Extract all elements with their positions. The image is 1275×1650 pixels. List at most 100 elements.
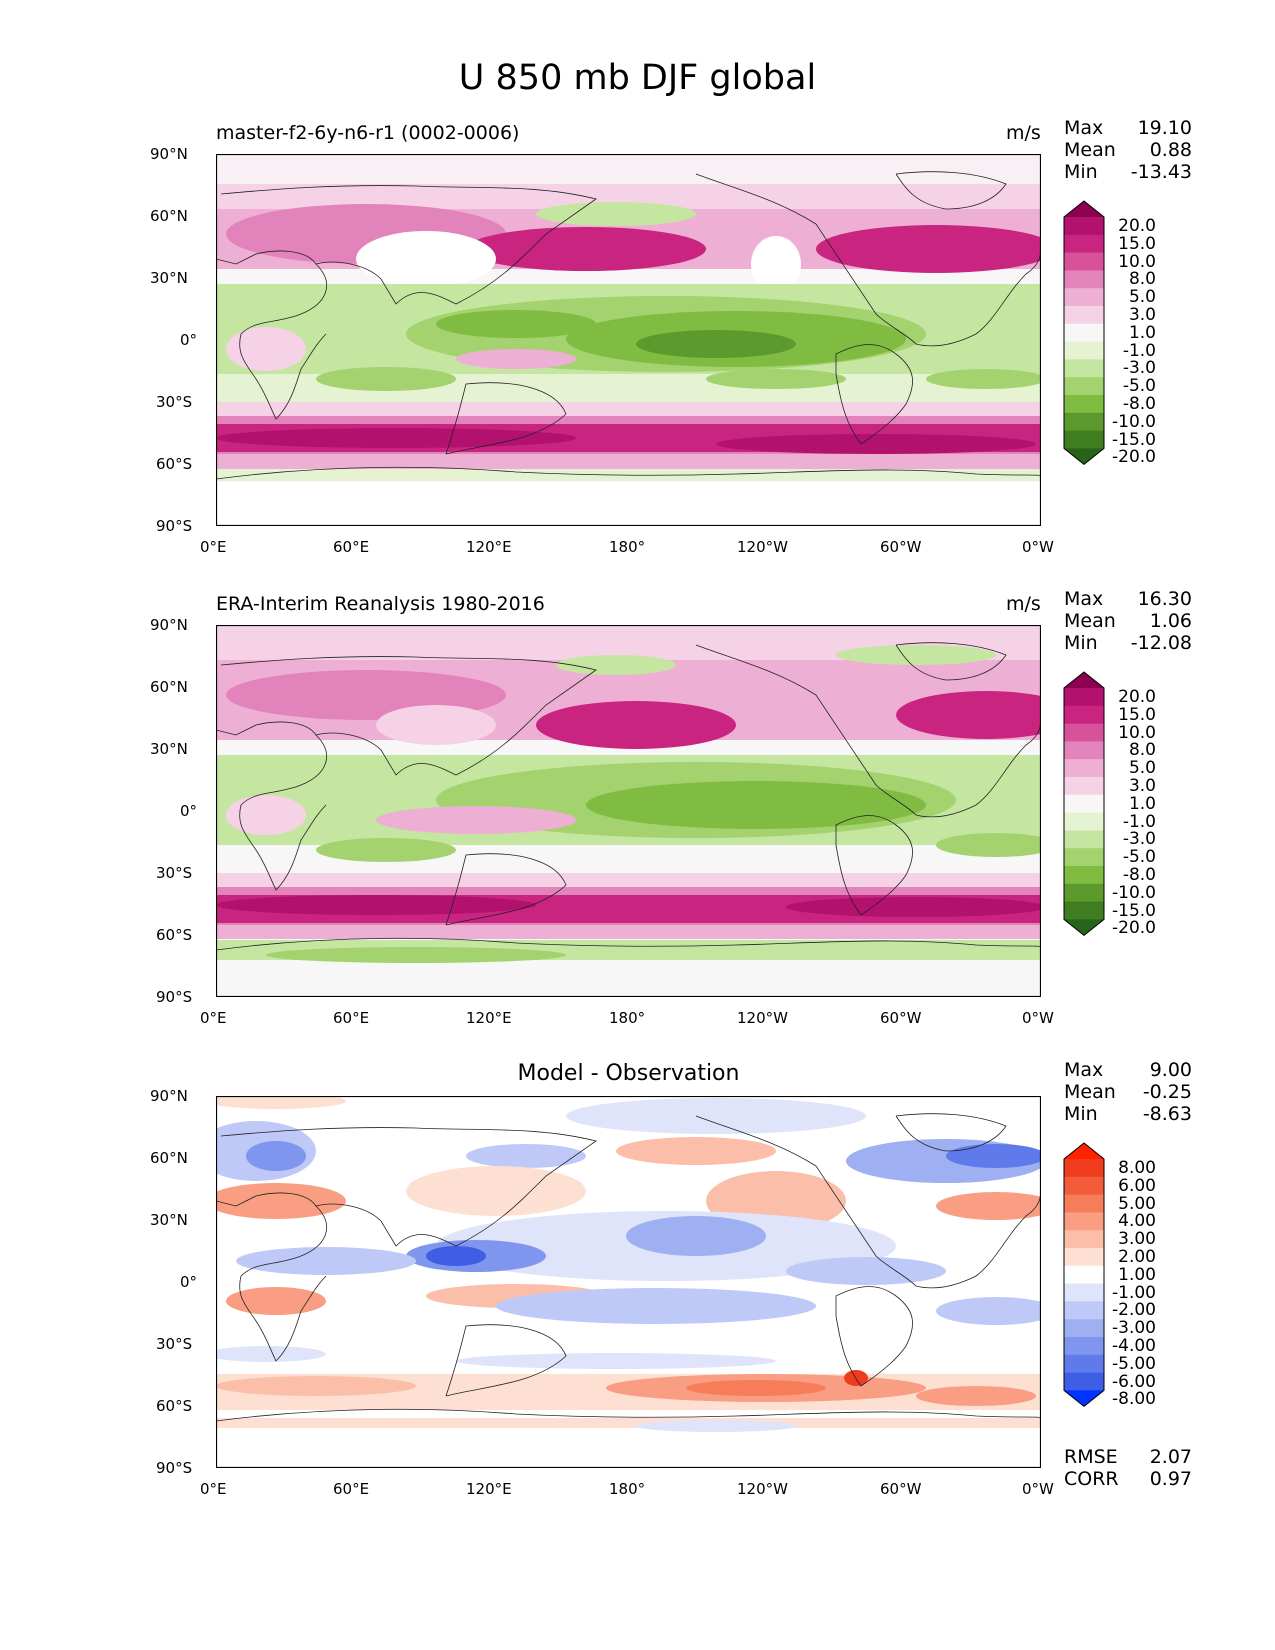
panel-2-min-value: -12.08 <box>1130 632 1192 654</box>
panel-3-x-tick: 0°W <box>1022 1480 1054 1498</box>
panel-2-colorbar-band <box>1064 794 1104 814</box>
panel-1-colorbar-extend-top <box>1064 201 1104 217</box>
panel-1-colorbar-labels: 20.0 15.0 10.0 8.0 5.0 3.0 1.0 -1.0 -3.0… <box>1096 216 1156 468</box>
panel-2-cb-label: 10.0 <box>1118 722 1156 743</box>
panel-1-max-value: 19.10 <box>1137 117 1192 139</box>
panel-2-colorbar-outline <box>1063 671 1105 937</box>
panel-3-colorbar-band <box>1064 1230 1104 1249</box>
panel-2-y-tick: 0° <box>180 802 198 820</box>
panel-1-x-tick: 120°E <box>466 538 512 556</box>
panel-1-cb-label: 20.0 <box>1118 216 1156 236</box>
panel-2-colorbar-labels: 20.0 15.0 10.0 8.0 5.0 3.0 1.0 -1.0 -3.0… <box>1096 688 1156 938</box>
panel-1-colorbar-band <box>1064 270 1104 289</box>
panel-1-colorbar-band <box>1064 323 1104 343</box>
panel-1-cb-label: 3.0 <box>1128 304 1156 325</box>
panel-2-y-tick: 90°N <box>150 616 188 634</box>
panel-3-colorbar-extend-top <box>1064 1143 1104 1159</box>
panel-3-max-value: 9.00 <box>1149 1059 1192 1081</box>
panel-2-cb-label: 5.0 <box>1128 758 1156 779</box>
panel-3-cb-label: -8.00 <box>1112 1389 1156 1410</box>
panel-3-mean-label: Mean <box>1064 1081 1116 1103</box>
panel-3-y-tick: 0° <box>180 1273 198 1291</box>
panel-3-colorbar-band <box>1064 1337 1104 1356</box>
panel-3-min-value: -8.63 <box>1142 1103 1192 1125</box>
panel-2-colorbar-band <box>1064 866 1104 885</box>
panel-2-max-label: Max <box>1064 588 1104 610</box>
panel-2-x-tick: 120°E <box>466 1009 512 1027</box>
panel-3-y-tick: 90°N <box>150 1087 188 1105</box>
panel-3-x-tick: 60°E <box>333 1480 370 1498</box>
panel-1-min-value: -13.43 <box>1130 161 1192 183</box>
panel-1-colorbar-band <box>1064 395 1104 414</box>
panel-3-colorbar-band <box>1064 1159 1104 1178</box>
panel-2-map <box>216 625 1041 997</box>
panel-1-colorbar-band <box>1064 430 1104 449</box>
panel-1-title: master-f2-6y-n6-r1 (0002-0006) <box>216 122 520 144</box>
panel-2-y-tick: 30°N <box>150 740 188 758</box>
panel-2-colorbar-band <box>1064 688 1104 707</box>
panel-1-colorbar-band <box>1064 377 1104 396</box>
panel-1-colorbar-outline <box>1063 200 1105 466</box>
panel-1-y-tick: 0° <box>180 331 198 349</box>
panel-1-colorbar-extend-bottom <box>1064 448 1104 465</box>
panel-1-cb-label: -8.0 <box>1122 393 1156 414</box>
panel-1-colorbar-band <box>1064 217 1104 236</box>
panel-3-y-tick: 30°N <box>150 1211 188 1229</box>
panel-1-map <box>216 154 1041 526</box>
panel-2-cb-label: 1.0 <box>1128 793 1156 814</box>
panel-1-colorbar <box>1063 200 1105 466</box>
panel-1-cb-label: 15.0 <box>1118 233 1156 254</box>
panel-2-colorbar-extend-bottom <box>1064 919 1104 936</box>
panel-2-y-tick: 90°S <box>156 988 193 1006</box>
panel-3-title: Model - Observation <box>517 1061 740 1086</box>
panel-3-cb-label: 2.00 <box>1118 1246 1156 1267</box>
panel-1-colorbar-band <box>1064 359 1104 378</box>
panel-2-colorbar <box>1063 671 1105 937</box>
panel-2-x-tick: 60°E <box>333 1009 370 1027</box>
panel-3-min-label: Min <box>1064 1103 1098 1125</box>
panel-2-x-tick: 0°W <box>1022 1009 1054 1027</box>
panel-3-cb-label: 3.00 <box>1118 1229 1156 1250</box>
panel-1-x-tick: 60°W <box>880 538 922 556</box>
panel-2-y-tick: 30°S <box>156 864 193 882</box>
panel-1-stats: Max 19.10 Mean 0.88 Min -13.43 <box>1064 117 1192 183</box>
panel-2-cb-label: -1.0 <box>1122 811 1156 832</box>
panel-1-cb-label: 10.0 <box>1118 251 1156 272</box>
panel-3-mean-value: -0.25 <box>1142 1081 1192 1103</box>
panel-2-colorbar-band <box>1064 723 1104 742</box>
figure-title: U 850 mb DJF global <box>458 58 817 98</box>
panel-3-cb-label: -2.00 <box>1112 1300 1156 1321</box>
panel-2-colorbar-band <box>1064 759 1104 778</box>
panel-3-colorbar-labels: 8.00 6.00 5.00 4.00 3.00 2.00 1.00 -1.00… <box>1096 1158 1156 1410</box>
panel-1-colorbar-band <box>1064 252 1104 271</box>
panel-3-x-tick: 180° <box>609 1480 646 1498</box>
panel-3-x-tick: 60°W <box>880 1480 922 1498</box>
panel-3-colorbar-band <box>1064 1176 1104 1196</box>
panel-2-mean-label: Mean <box>1064 610 1116 632</box>
panel-1-cb-label: 1.0 <box>1128 322 1156 343</box>
panel-1-colorbar-band <box>1064 234 1104 254</box>
panel-2-colorbar-band <box>1064 741 1104 760</box>
panel-2-units: m/s <box>1006 593 1041 615</box>
panel-3-colorbar-band <box>1064 1283 1104 1302</box>
panel-1-cb-label: -5.0 <box>1122 376 1156 397</box>
panel-3-x-tick: 120°E <box>466 1480 512 1498</box>
panel-1-cb-label: -20.0 <box>1112 447 1156 468</box>
panel-2-colorbar-band <box>1064 848 1104 867</box>
corr-value: 0.97 <box>1149 1468 1192 1490</box>
panel-1-colorbar-band <box>1064 412 1104 432</box>
panel-3-colorbar-band <box>1064 1248 1104 1267</box>
rmse-value: 2.07 <box>1149 1446 1192 1468</box>
panel-2-colorbar-extend-top <box>1064 672 1104 688</box>
panel-2-cb-label: 3.0 <box>1128 775 1156 796</box>
panel-1-y-tick: 30°S <box>156 393 193 411</box>
panel-1-cb-label: -10.0 <box>1112 411 1156 432</box>
panel-3-colorbar-band <box>1064 1354 1104 1374</box>
panel-3-cb-label: 8.00 <box>1118 1158 1156 1178</box>
panel-3-cb-label: -3.00 <box>1112 1318 1156 1339</box>
panel-3-y-tick: 30°S <box>156 1335 193 1353</box>
panel-3-x-tick: 120°W <box>737 1480 788 1498</box>
panel-3-map <box>216 1096 1041 1468</box>
panel-3-colorbar-extend-bottom <box>1064 1390 1104 1407</box>
panel-2-min-label: Min <box>1064 632 1098 654</box>
